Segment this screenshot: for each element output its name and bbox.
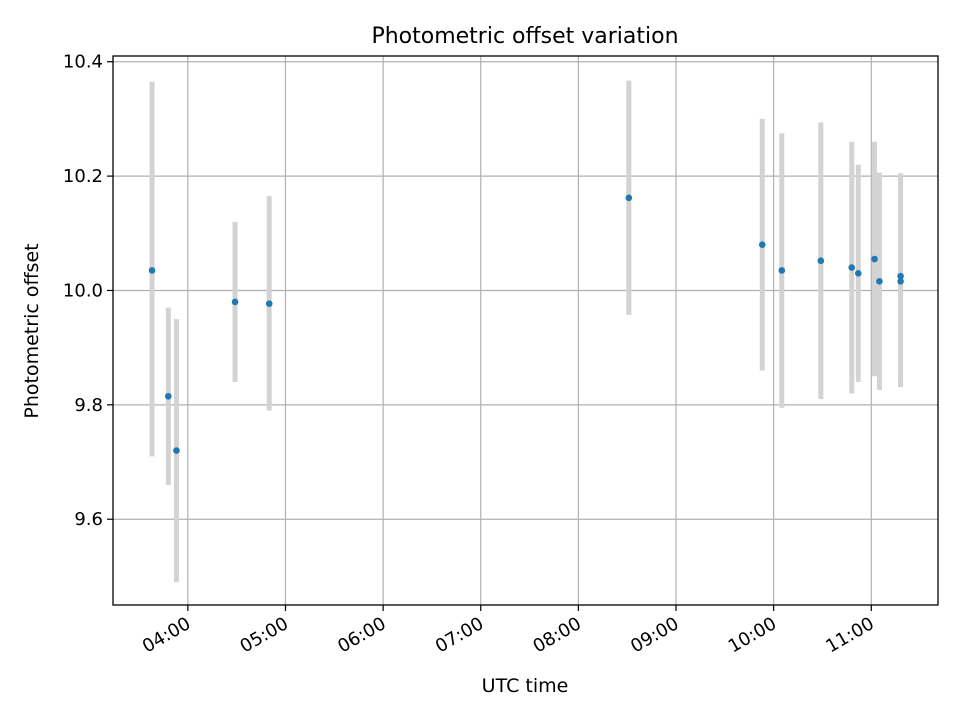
y-axis-ticks: 9.6 9.8 10.0 10.2 10.4: [63, 52, 113, 530]
y-tick-label: 9.6: [74, 509, 103, 530]
data-point: [165, 392, 172, 400]
y-tick-label: 10.4: [63, 52, 103, 73]
data-point: [876, 278, 883, 285]
data-point: [817, 257, 825, 265]
y-tick-label: 9.8: [74, 395, 103, 416]
data-points: [148, 194, 904, 454]
y-tick-label: 10.0: [63, 280, 103, 301]
data-point: [173, 447, 180, 454]
data-point: [854, 270, 862, 277]
data-point: [265, 300, 273, 307]
y-tick-label: 10.2: [63, 166, 103, 187]
data-point: [897, 278, 904, 285]
chart-title: Photometric offset variation: [371, 24, 678, 49]
data-point: [897, 272, 904, 280]
data-point: [871, 255, 878, 263]
x-axis-label: UTC time: [482, 675, 569, 697]
data-point: [848, 264, 856, 271]
data-point: [148, 267, 156, 274]
data-point: [231, 298, 239, 306]
data-point: [778, 267, 786, 274]
data-point: [625, 194, 633, 202]
y-axis-label: Photometric offset: [21, 243, 43, 418]
plot-area-frame: [112, 55, 939, 606]
data-point: [758, 241, 766, 249]
grid: [113, 56, 938, 605]
